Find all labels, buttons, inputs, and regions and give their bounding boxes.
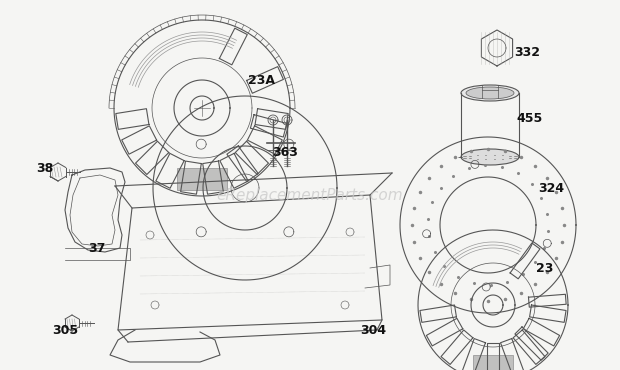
Ellipse shape (461, 85, 519, 101)
Text: eReplacementParts.com: eReplacementParts.com (216, 188, 404, 202)
Text: 305: 305 (52, 323, 78, 336)
Text: 363: 363 (272, 145, 298, 158)
Text: 37: 37 (88, 242, 105, 255)
Ellipse shape (466, 87, 514, 99)
Text: 455: 455 (516, 111, 542, 124)
Ellipse shape (461, 149, 519, 165)
Bar (177, 168, 227, 190)
Text: 23A: 23A (248, 74, 275, 87)
Text: 38: 38 (36, 161, 53, 175)
Text: 304: 304 (360, 323, 386, 336)
Text: 324: 324 (538, 182, 564, 195)
Bar (473, 355, 513, 370)
Text: 332: 332 (514, 46, 540, 58)
Text: 23: 23 (536, 262, 554, 275)
